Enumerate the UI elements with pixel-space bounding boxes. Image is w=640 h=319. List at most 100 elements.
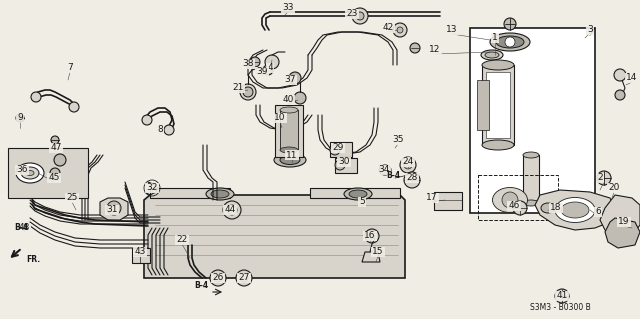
Circle shape	[614, 69, 626, 81]
Text: 24: 24	[403, 158, 413, 167]
Text: 25: 25	[67, 194, 77, 203]
Ellipse shape	[280, 107, 298, 113]
Circle shape	[615, 90, 625, 100]
Bar	[275, 105, 303, 157]
Text: 39: 39	[256, 68, 268, 77]
Circle shape	[504, 18, 516, 30]
Circle shape	[330, 145, 340, 155]
Circle shape	[164, 125, 174, 135]
Text: 33: 33	[282, 4, 294, 12]
Ellipse shape	[490, 33, 530, 51]
Text: 30: 30	[339, 158, 349, 167]
Text: 3: 3	[587, 26, 593, 34]
Ellipse shape	[240, 84, 256, 100]
Text: 5: 5	[359, 197, 365, 206]
Bar	[478, 175, 558, 220]
Circle shape	[404, 161, 412, 169]
Text: 44: 44	[225, 205, 236, 214]
Circle shape	[356, 12, 364, 20]
Circle shape	[265, 55, 279, 69]
Text: 32: 32	[147, 183, 157, 192]
Ellipse shape	[481, 50, 503, 60]
Circle shape	[223, 201, 241, 219]
Text: 11: 11	[286, 151, 298, 160]
Polygon shape	[535, 190, 615, 230]
Circle shape	[69, 102, 79, 112]
Text: B-4: B-4	[14, 223, 28, 232]
Text: 35: 35	[392, 136, 404, 145]
Polygon shape	[310, 188, 400, 198]
Ellipse shape	[561, 202, 589, 218]
Text: 40: 40	[282, 95, 294, 105]
Text: 43: 43	[134, 248, 146, 256]
Bar	[280, 110, 298, 150]
Circle shape	[240, 274, 248, 282]
Polygon shape	[605, 218, 640, 248]
Ellipse shape	[280, 155, 300, 165]
Circle shape	[250, 57, 260, 67]
Ellipse shape	[379, 165, 391, 175]
Text: 17: 17	[426, 194, 438, 203]
Text: 22: 22	[177, 235, 188, 244]
Bar	[523, 155, 539, 203]
Circle shape	[397, 27, 403, 33]
Text: 47: 47	[51, 144, 61, 152]
Ellipse shape	[482, 60, 514, 70]
Ellipse shape	[555, 197, 595, 222]
Ellipse shape	[211, 190, 229, 198]
Ellipse shape	[523, 152, 539, 158]
Text: 36: 36	[16, 166, 28, 174]
Circle shape	[404, 172, 420, 188]
Ellipse shape	[493, 188, 527, 212]
Text: 23: 23	[346, 10, 358, 19]
Text: 41: 41	[556, 292, 568, 300]
Circle shape	[54, 154, 66, 166]
Ellipse shape	[206, 188, 234, 200]
Text: 2: 2	[597, 174, 603, 182]
Text: 20: 20	[608, 183, 620, 192]
Bar	[482, 65, 514, 145]
Bar	[132, 248, 150, 263]
Circle shape	[555, 289, 569, 303]
Text: 10: 10	[275, 114, 285, 122]
Polygon shape	[362, 252, 380, 262]
Text: 28: 28	[406, 174, 418, 182]
Circle shape	[289, 72, 301, 84]
Ellipse shape	[274, 153, 306, 167]
Circle shape	[16, 114, 24, 122]
Text: 37: 37	[284, 76, 296, 85]
Bar	[486, 72, 510, 138]
Text: 12: 12	[429, 46, 441, 55]
Text: 9: 9	[17, 114, 23, 122]
Circle shape	[50, 168, 60, 178]
Bar	[8, 148, 88, 198]
Text: 6: 6	[595, 207, 601, 217]
Circle shape	[335, 160, 345, 170]
Text: 8: 8	[157, 125, 163, 135]
Text: 29: 29	[332, 144, 344, 152]
Text: 27: 27	[238, 273, 250, 283]
Text: S3M3 - B0300 B: S3M3 - B0300 B	[530, 303, 590, 313]
Text: 18: 18	[550, 204, 562, 212]
Bar	[470, 28, 595, 213]
Circle shape	[227, 205, 237, 215]
Text: 1: 1	[492, 33, 498, 42]
Circle shape	[393, 23, 407, 37]
Circle shape	[352, 8, 368, 24]
Polygon shape	[150, 188, 230, 198]
Ellipse shape	[496, 36, 524, 48]
Circle shape	[107, 201, 121, 215]
Text: 16: 16	[364, 232, 376, 241]
Circle shape	[369, 233, 375, 239]
Circle shape	[51, 136, 59, 144]
Ellipse shape	[523, 200, 539, 206]
Ellipse shape	[482, 140, 514, 150]
Bar	[434, 192, 462, 210]
Circle shape	[400, 157, 416, 173]
Text: 48: 48	[19, 224, 29, 233]
Circle shape	[210, 270, 226, 286]
Circle shape	[410, 43, 420, 53]
Circle shape	[236, 270, 252, 286]
Bar	[335, 158, 357, 173]
Ellipse shape	[26, 170, 34, 175]
